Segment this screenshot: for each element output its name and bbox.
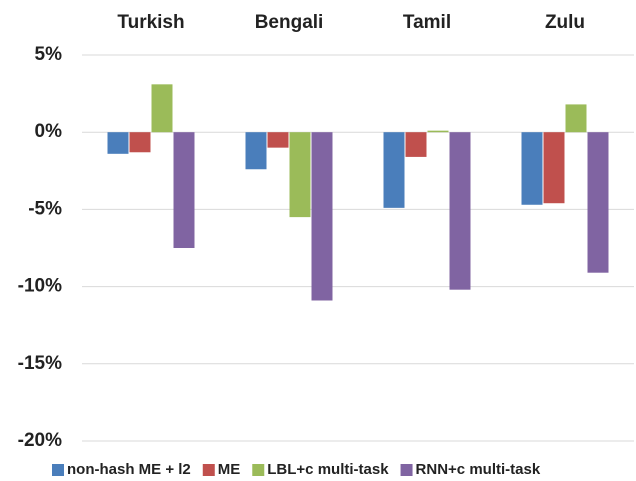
bar [449, 132, 471, 290]
category-label: Zulu [545, 12, 585, 33]
bar [311, 132, 333, 301]
bar [427, 130, 449, 133]
bar [383, 132, 405, 208]
legend-label: RNN+c multi-task [416, 461, 541, 478]
legend-label: ME [218, 461, 241, 478]
bar [565, 104, 587, 133]
bar [107, 132, 129, 154]
y-tick-label: 5% [35, 44, 63, 65]
bar [245, 132, 267, 170]
bar [405, 132, 427, 157]
legend-swatch [400, 464, 413, 476]
category-label: Tamil [403, 12, 451, 33]
y-tick-label: -10% [18, 276, 62, 297]
legend-label: LBL+c multi-task [267, 461, 389, 478]
bar [173, 132, 195, 248]
bar [151, 84, 173, 133]
bar [129, 132, 151, 153]
bar [587, 132, 609, 273]
bar [543, 132, 565, 204]
legend-swatch [52, 464, 64, 476]
bar [267, 132, 289, 148]
category-label: Bengali [255, 12, 324, 33]
y-tick-label: -20% [18, 430, 62, 451]
y-tick-label: -15% [18, 353, 62, 374]
bar [289, 132, 311, 218]
legend-swatch [252, 464, 265, 476]
legend-swatch [202, 464, 215, 476]
y-tick-label: 0% [35, 121, 63, 142]
bar [521, 132, 543, 205]
legend-label: non-hash ME + l2 [67, 461, 191, 478]
category-label: Turkish [117, 12, 184, 33]
y-tick-label: -5% [28, 198, 62, 219]
